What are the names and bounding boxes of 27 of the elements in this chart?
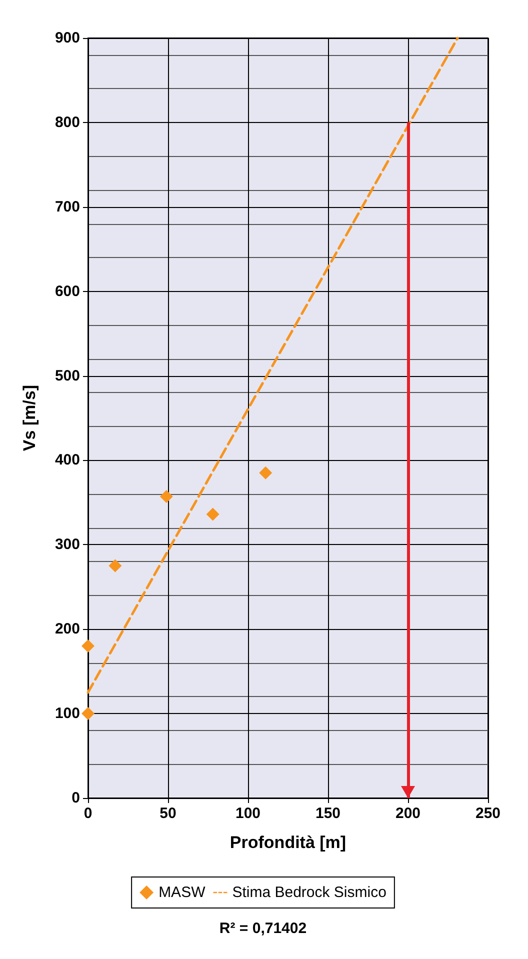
point bbox=[108, 559, 122, 572]
y-tick-label: 400 bbox=[54, 452, 80, 469]
x-tick-label: 50 bbox=[160, 805, 176, 822]
y-tick-label: 500 bbox=[54, 367, 80, 384]
x-axis-title: Profondità [m] bbox=[230, 833, 346, 852]
y-tick-label: 600 bbox=[54, 282, 80, 300]
point bbox=[82, 707, 94, 720]
y-tick-label: 900 bbox=[54, 30, 80, 46]
legend-label: Stima Bedrock Sismico bbox=[232, 884, 386, 901]
y-tick-label: 0 bbox=[72, 790, 80, 806]
point bbox=[82, 640, 94, 652]
point bbox=[160, 490, 173, 504]
x-tick-label: 0 bbox=[84, 805, 92, 822]
y-tick-label: 200 bbox=[54, 620, 80, 638]
y-axis-title: Vs [m/s] bbox=[20, 384, 39, 452]
y-tick-label: 700 bbox=[54, 198, 80, 216]
legend-label: MASW bbox=[158, 884, 206, 901]
y-tick-label: 100 bbox=[54, 705, 80, 722]
point bbox=[259, 466, 272, 480]
y-tick-label: 800 bbox=[54, 114, 80, 131]
y-tick-label: 300 bbox=[54, 536, 80, 554]
x-tick-label: 150 bbox=[315, 805, 341, 822]
point bbox=[206, 508, 220, 521]
x-tick-label: 250 bbox=[475, 805, 501, 822]
x-tick-label: 200 bbox=[395, 805, 421, 822]
x-tick-label: 100 bbox=[235, 805, 261, 822]
text: R² = 0,71402 bbox=[219, 920, 307, 937]
